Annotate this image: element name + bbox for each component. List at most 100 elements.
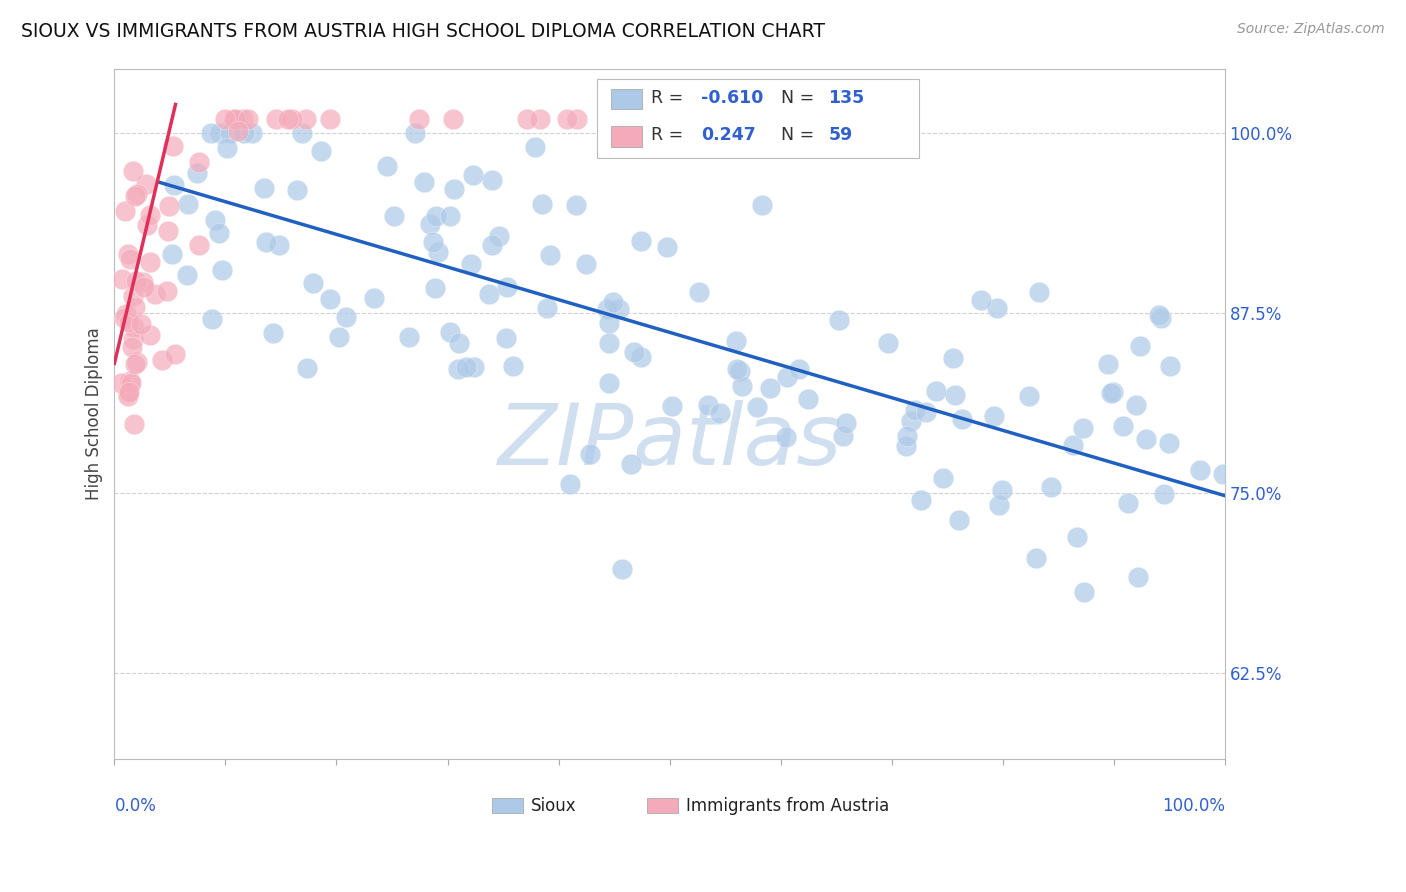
Point <box>112 311 135 326</box>
Bar <box>647 798 679 814</box>
Point <box>439 210 461 224</box>
Text: 59: 59 <box>828 127 852 145</box>
Point <box>412 175 434 189</box>
Point <box>1189 463 1212 477</box>
Point <box>900 414 922 428</box>
Point <box>114 204 136 219</box>
Point <box>1129 338 1152 352</box>
Point <box>456 360 478 375</box>
Point <box>1097 357 1119 371</box>
Point <box>157 199 180 213</box>
Point <box>124 300 146 314</box>
Point <box>215 141 238 155</box>
Point <box>775 430 797 444</box>
Point <box>201 311 224 326</box>
Point <box>224 112 246 126</box>
Point <box>419 217 441 231</box>
Point <box>425 209 447 223</box>
Point <box>536 301 558 316</box>
Point <box>758 381 780 395</box>
Point <box>447 361 470 376</box>
Point <box>443 181 465 195</box>
Point <box>623 345 645 359</box>
Point <box>602 294 624 309</box>
Point <box>1128 569 1150 583</box>
Point <box>200 126 222 140</box>
Point <box>904 403 927 417</box>
Point <box>481 237 503 252</box>
Point <box>598 336 620 351</box>
Point <box>267 238 290 252</box>
Text: -0.610: -0.610 <box>700 89 763 107</box>
Point <box>797 392 820 407</box>
Point <box>950 412 973 426</box>
Point <box>219 126 242 140</box>
Point <box>122 320 145 334</box>
Point <box>1159 359 1181 373</box>
Point <box>612 562 634 576</box>
Point <box>565 112 588 126</box>
Point <box>460 256 482 270</box>
Point <box>598 376 620 391</box>
Point <box>285 183 308 197</box>
Point <box>115 307 138 321</box>
Point <box>565 198 588 212</box>
Point <box>277 112 299 126</box>
Point <box>488 228 510 243</box>
Point <box>302 277 325 291</box>
Point <box>747 401 769 415</box>
Point <box>156 284 179 298</box>
Point <box>139 208 162 222</box>
Point <box>423 281 446 295</box>
Point <box>118 375 141 389</box>
Point <box>120 376 142 390</box>
Point <box>834 416 856 430</box>
Point <box>991 483 1014 497</box>
Point <box>122 332 145 346</box>
Point <box>122 164 145 178</box>
Point <box>375 159 398 173</box>
Point <box>516 112 538 126</box>
Point <box>876 335 898 350</box>
Point <box>914 405 936 419</box>
Point <box>427 244 450 259</box>
Point <box>214 112 236 126</box>
Point <box>529 112 551 126</box>
Text: Immigrants from Austria: Immigrants from Austria <box>686 797 890 814</box>
Point <box>319 112 342 126</box>
Point <box>139 327 162 342</box>
Point <box>188 237 211 252</box>
Point <box>496 280 519 294</box>
Point <box>122 417 145 431</box>
Point <box>118 252 141 266</box>
Point <box>162 138 184 153</box>
Point <box>1028 285 1050 299</box>
Point <box>728 364 751 378</box>
Point <box>163 347 186 361</box>
Point <box>751 198 773 212</box>
Point <box>150 353 173 368</box>
Point <box>776 370 799 384</box>
Point <box>294 112 316 126</box>
Point <box>709 406 731 420</box>
Point <box>1101 384 1123 399</box>
Point <box>1135 432 1157 446</box>
Point <box>163 178 186 192</box>
Bar <box>610 126 641 146</box>
Point <box>630 235 652 249</box>
Point <box>238 112 260 126</box>
Point <box>129 317 152 331</box>
Point <box>118 315 141 329</box>
Y-axis label: High School Diploma: High School Diploma <box>86 327 103 500</box>
Point <box>948 513 970 527</box>
Point <box>404 126 426 140</box>
Point <box>1153 487 1175 501</box>
Point <box>463 360 485 375</box>
Point <box>575 257 598 271</box>
Point <box>156 224 179 238</box>
Point <box>970 293 993 307</box>
Point <box>117 247 139 261</box>
Point <box>478 286 501 301</box>
Text: N =: N = <box>780 89 820 107</box>
Point <box>124 357 146 371</box>
